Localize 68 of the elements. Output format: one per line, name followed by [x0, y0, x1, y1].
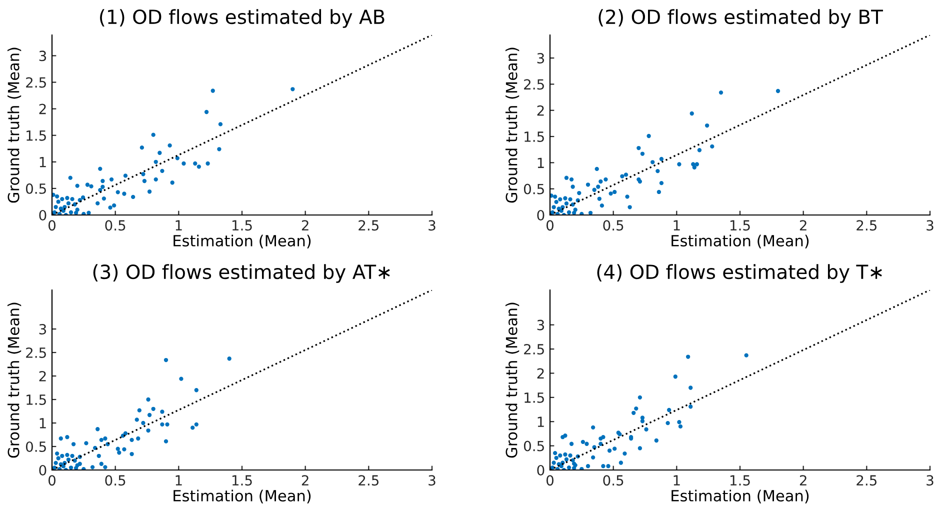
x-tick-label: 1 [176, 475, 182, 486]
chart-title: (3) OD flows estimated by AT∗ [93, 264, 390, 283]
y-tick-label: 0 [39, 210, 46, 220]
y-tick-label: 0 [39, 464, 46, 476]
x-tick-label: 0.5 [603, 220, 624, 231]
x-axis-title: Estimation (Mean) [174, 234, 311, 248]
y-tick-label: 3 [39, 50, 46, 62]
x-tick-label: 1 [674, 475, 680, 486]
x-tick-label: 1.5 [232, 220, 252, 231]
x-tick-label: 2.5 [856, 475, 876, 486]
y-tick-label: 1 [538, 158, 544, 168]
x-tick-label: 1.5 [730, 475, 750, 486]
y-axis-title: Ground truth (Mean) [7, 302, 22, 458]
y-tick-label: 1 [40, 418, 46, 428]
y-tick-label: 0 [537, 210, 544, 220]
y-tick-label: 0 [537, 464, 544, 476]
x-tick-label: 2.5 [856, 220, 876, 231]
x-tick-label: 1.5 [232, 475, 252, 486]
y-tick-label: 2.5 [26, 347, 46, 358]
x-tick-label: 3 [428, 475, 436, 486]
x-tick-label: 3 [926, 475, 934, 486]
y-tick-label: 2 [537, 105, 544, 116]
x-tick-label: 2 [302, 220, 308, 230]
x-tick-label: 2 [800, 475, 806, 486]
y-tick-label: 1 [40, 157, 46, 168]
x-axis-title: Estimation (Mean) [174, 490, 311, 504]
x-tick-label: 0 [48, 220, 56, 231]
x-tick-label: 2.5 [358, 475, 378, 486]
x-tick-label: 2.5 [358, 220, 378, 231]
y-axis-title: Ground truth (Mean) [505, 48, 520, 203]
y-tick-label: 2.5 [524, 344, 544, 355]
y-axis-title: Ground truth (Mean) [7, 48, 22, 203]
y-tick-label: 1.5 [26, 394, 46, 405]
x-tick-label: 0 [48, 475, 56, 486]
y-tick-label: 3 [39, 324, 46, 334]
y-tick-label: 0.5 [524, 184, 544, 194]
x-tick-label: 0.5 [105, 220, 126, 231]
chart-title: (1) OD flows estimated by AB [100, 9, 384, 28]
y-tick-label: 0.5 [26, 183, 46, 194]
y-tick-label: 2.5 [26, 77, 46, 88]
x-tick-label: 0 [546, 475, 554, 486]
y-tick-label: 2.5 [524, 79, 544, 90]
y-tick-label: 1.5 [26, 130, 46, 141]
y-axis-title: Ground truth (Mean) [505, 302, 520, 458]
chart-title: (2) OD flows estimated by BT [598, 9, 883, 28]
x-tick-label: 1.5 [730, 220, 750, 231]
y-tick-label: 1.5 [524, 392, 544, 403]
x-tick-label: 1 [674, 220, 680, 230]
x-tick-label: 1 [176, 220, 182, 230]
y-tick-label: 3 [537, 320, 544, 330]
x-tick-label: 0 [546, 220, 554, 231]
y-tick-label: 0.5 [524, 440, 544, 452]
x-tick-label: 2 [800, 220, 806, 230]
y-tick-label: 0.5 [26, 441, 46, 452]
y-tick-label: 3 [537, 52, 544, 64]
x-tick-label: 3 [926, 220, 934, 231]
x-tick-label: 0.5 [105, 475, 126, 486]
x-axis-title: Estimation (Mean) [672, 490, 809, 504]
x-tick-label: 0.5 [603, 475, 624, 486]
y-tick-label: 1 [538, 416, 544, 427]
x-tick-label: 2 [302, 475, 308, 486]
x-tick-label: 3 [428, 220, 436, 231]
y-tick-label: 1.5 [524, 132, 544, 142]
chart-title: (4) OD flows estimated by T∗ [597, 264, 882, 283]
y-tick-label: 2 [39, 370, 46, 382]
x-axis-title: Estimation (Mean) [672, 234, 809, 248]
y-tick-label: 2 [537, 368, 544, 379]
y-tick-label: 2 [39, 104, 46, 114]
